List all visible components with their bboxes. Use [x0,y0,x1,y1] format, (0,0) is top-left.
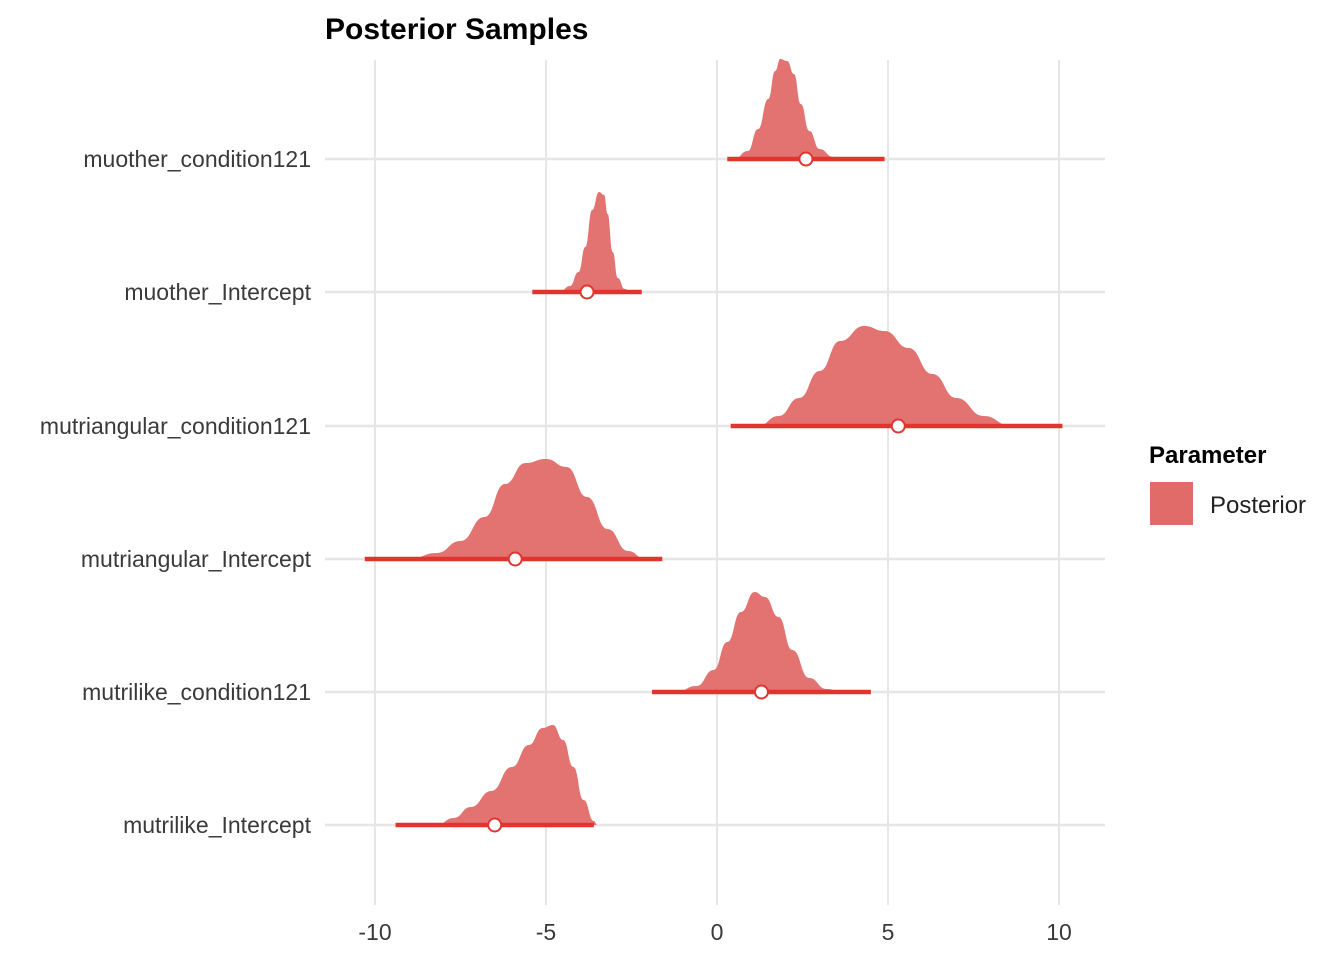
y-label-4: mutrilike_condition121 [82,679,311,705]
legend-title: Parameter [1149,442,1266,469]
density-mutriangular_condition121 [758,326,1012,426]
chart-title: Posterior Samples [325,13,588,46]
y-label-2: mutriangular_condition121 [40,413,311,439]
ridge-muother_condition121 [727,59,885,167]
y-label-1: muother_Intercept [124,279,311,305]
x-axis-tick-labels: -10 -5 0 5 10 [358,919,1071,945]
y-label-5: mutrilike_Intercept [123,812,312,838]
x-tick-label-0: -10 [358,919,391,945]
horizontal-gridlines [325,157,1105,827]
x-tick-label-1: -5 [536,919,556,945]
ridge-mutrilike_Intercept [395,725,598,833]
y-label-0: muother_condition121 [83,146,311,172]
ridge-mutrilike_condition121 [652,592,871,700]
point-mutrilike_Intercept [487,817,503,833]
legend-label-posterior: Posterior [1210,492,1306,519]
ridge-mutriangular_condition121 [730,326,1063,434]
legend-swatch-posterior [1150,482,1193,525]
density-mutrilike_condition121 [675,592,844,692]
ridge-mutriangular_Intercept [364,459,663,567]
density-mutrilike_Intercept [436,725,598,825]
x-tick-label-4: 10 [1046,919,1072,945]
vertical-gridlines [374,60,1060,905]
point-muother_Intercept [579,284,595,300]
ridge-muother_Intercept [532,192,642,300]
x-tick-label-3: 5 [882,919,895,945]
point-mutrilike_condition121 [753,684,769,700]
point-mutriangular_Intercept [507,551,523,567]
density-mutriangular_Intercept [409,459,646,559]
point-mutriangular_condition121 [890,418,906,434]
density-muother_condition121 [734,59,847,159]
x-tick-label-2: 0 [711,919,724,945]
legend: Parameter Posterior [1149,442,1306,525]
y-axis-labels: muother_condition121 muother_Interceptmut… [40,146,312,838]
point-muother_condition121 [798,151,814,167]
y-label-3: mutriangular_Intercept [81,546,312,572]
density-muother_Intercept [559,192,632,292]
ridges [364,59,1063,833]
